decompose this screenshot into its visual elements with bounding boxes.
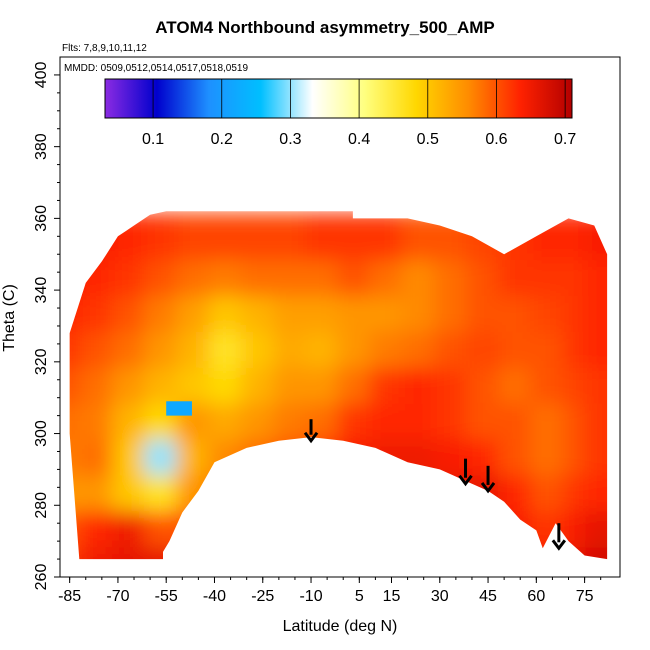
colorbar-tick-label: 0.3	[279, 131, 301, 148]
heatmap-cell	[272, 535, 318, 560]
heatmap-cell	[465, 212, 511, 261]
heatmap-cell	[272, 499, 318, 548]
plot-frame	[59, 56, 621, 578]
heatmap-cell	[401, 535, 446, 560]
y-tick-label: 260	[33, 564, 50, 591]
y-tick-label: 360	[33, 205, 50, 232]
colorbar: 0.1 0.2 0.3 0.4 0.5 0.6 0.7	[104, 78, 576, 148]
dates-note: MMDD: 0509,0512,0514,0517,0518,0519	[64, 63, 248, 74]
heatmap-cell	[465, 499, 511, 548]
low-value-patch	[166, 401, 192, 416]
colorbar-tick-label: 0.7	[554, 131, 576, 148]
colorbar-tick-label: 0.2	[211, 131, 233, 148]
heatmap-field	[69, 212, 608, 560]
heatmap-cell	[208, 499, 253, 548]
heatmap-cell	[369, 535, 414, 560]
x-tick-label: -25	[251, 588, 274, 605]
x-axis-title: Latitude (deg N)	[283, 618, 398, 635]
x-tick-label: -70	[106, 588, 129, 605]
x-tick-label: 75	[576, 588, 594, 605]
heatmap-cell	[337, 463, 382, 512]
heatmap-cell	[208, 535, 253, 560]
y-tick-label: 400	[33, 61, 50, 88]
y-tick-label: 320	[33, 348, 50, 375]
colorbar-tick-label: 0.4	[348, 131, 370, 148]
chart-title: ATOM4 Northbound asymmetry_500_AMP	[155, 18, 495, 37]
y-tick-label: 340	[33, 277, 50, 304]
heatmap-cell	[305, 463, 350, 512]
heatmap-cell	[337, 535, 382, 560]
x-tick-label: -85	[58, 588, 81, 605]
heatmap-cell	[433, 499, 478, 548]
colorbar-tick-label: 0.1	[142, 131, 164, 148]
x-tick-label: 30	[431, 588, 449, 605]
colorbar-ramp	[104, 78, 573, 119]
x-tick-label: 15	[383, 588, 401, 605]
heatmap-cell	[530, 535, 575, 560]
down-arrow	[480, 465, 496, 494]
y-tick-label: 300	[33, 420, 50, 447]
heatmap-cell	[433, 535, 478, 560]
arrows	[303, 419, 567, 551]
x-tick-label: 45	[479, 588, 497, 605]
heatmap-cell	[337, 499, 382, 548]
down-arrow	[303, 419, 319, 444]
flights-note: Flts: 7,8,9,10,11,12	[62, 43, 147, 54]
x-tick-label: -40	[203, 588, 226, 605]
heatmap-cell	[305, 535, 350, 560]
y-tick-label: 280	[33, 492, 50, 519]
heatmap-cell	[240, 499, 285, 548]
x-tick-label: -10	[299, 588, 322, 605]
x-tick-label: 5	[355, 588, 364, 605]
heatmap-cell	[369, 463, 414, 512]
heatmap-cell	[401, 499, 446, 548]
heatmap-cell	[585, 212, 608, 261]
y-tick-label: 380	[33, 133, 50, 160]
heatmap-cell	[305, 499, 350, 548]
colorbar-tick-label: 0.5	[417, 131, 439, 148]
heatmap-cell	[240, 535, 285, 560]
heatmap-cell	[465, 535, 511, 560]
heatmap-cell	[69, 212, 92, 261]
heatmap-cell	[369, 499, 414, 548]
colorbar-tick-label: 0.6	[485, 131, 507, 148]
x-tick-label: -55	[155, 588, 178, 605]
heatmap-cell	[498, 535, 543, 560]
heatmap-cell	[272, 463, 318, 512]
heatmap-cell	[208, 463, 253, 512]
x-tick-label: 60	[527, 588, 545, 605]
x-axis: -85 -70 -55 -40 -25 -10 5 15 30 45 60 75	[58, 577, 602, 605]
y-axis: 260 280 300 320 340 360 380 400	[33, 61, 60, 590]
heatmap-cell	[176, 535, 221, 560]
down-arrow	[458, 458, 473, 487]
heatmap-cell	[401, 463, 446, 512]
heatmap-cell	[240, 463, 285, 512]
down-arrow	[551, 523, 567, 551]
y-axis-title: Theta (C)	[1, 284, 18, 352]
